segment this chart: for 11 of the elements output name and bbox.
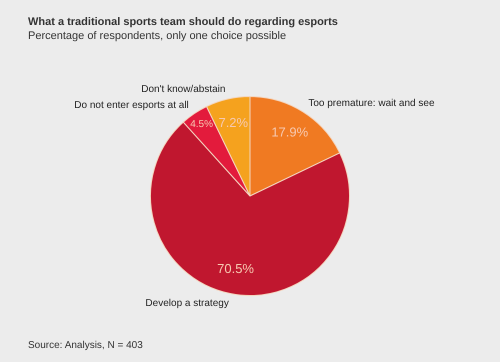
slice-label: Don't know/abstain	[141, 84, 226, 96]
data-label: 7.2%	[218, 114, 249, 130]
data-label: 17.9%	[271, 124, 309, 140]
slice-label: Develop a strategy	[145, 298, 229, 310]
slice-label: Do not enter esports at all	[74, 100, 189, 111]
chart-subtitle: Percentage of respondents, only one choice possible	[28, 30, 286, 42]
data-label: 4.5%	[190, 118, 214, 130]
source-note: Source: Analysis, N = 403	[28, 340, 143, 351]
chart-title: What a traditional sports team should do regarding esports	[28, 16, 338, 28]
data-label: 70.5%	[217, 260, 254, 276]
slice-label: Too premature: wait and see	[308, 98, 435, 110]
